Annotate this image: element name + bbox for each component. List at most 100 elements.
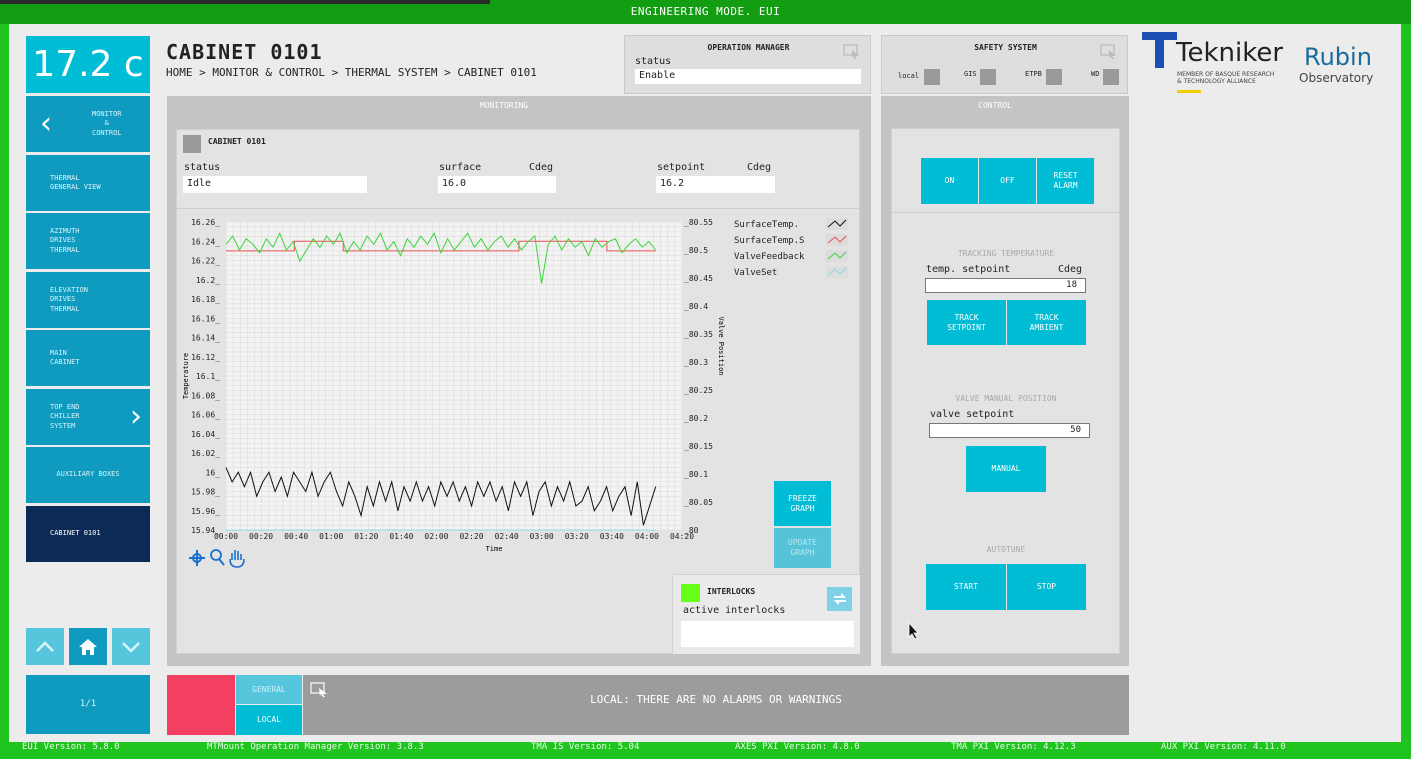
sidebar-item-top-end-chiller-system[interactable]: TOP END CHILLER SYSTEM › xyxy=(26,389,150,445)
sidebar-item-elevation-drives-thermal[interactable]: ELEVATION DRIVES THERMAL xyxy=(26,272,150,328)
surface-label: surface xyxy=(439,162,482,173)
refresh-interlocks-button[interactable] xyxy=(827,587,852,611)
eui-version: EUI Version: 5.8.0 xyxy=(22,742,120,752)
operation-manager-title: OPERATION MANAGER xyxy=(707,43,790,52)
y2-tick-label: _80.4 xyxy=(684,302,708,311)
tab-local[interactable]: LOCAL xyxy=(236,705,302,735)
tma-pxi-version: TMA PXI Version: 4.12.3 xyxy=(951,742,1076,752)
sidebar-item-azimuth-drives-thermal[interactable]: AZIMUTH DRIVES THERMAL xyxy=(26,213,150,269)
home-button[interactable] xyxy=(69,628,107,665)
cursor-select-icon[interactable] xyxy=(310,682,330,698)
temp-setpoint-input[interactable]: 18 xyxy=(925,278,1086,293)
sidebar-item-label: AUXILIARY BOXES xyxy=(56,470,120,479)
tekniker-accent xyxy=(1177,90,1201,93)
manual-button[interactable]: MANUAL xyxy=(966,446,1046,492)
y-tick-label: 16_ xyxy=(206,468,221,477)
cursor-select-icon[interactable] xyxy=(1100,44,1118,60)
axes-pxi-version: AXES PXI Version: 4.8.0 xyxy=(735,742,860,752)
track-setpoint-button[interactable]: TRACK SETPOINT xyxy=(927,300,1006,345)
y-axis-label: Temperature xyxy=(182,353,190,399)
local-indicator xyxy=(924,69,940,85)
interlocks-panel: INTERLOCKS active interlocks xyxy=(672,574,860,654)
x-tick-label: 00:40 xyxy=(284,532,308,541)
window-title: ENGINEERING MODE. EUI xyxy=(630,5,781,18)
status-field: Idle xyxy=(183,176,367,193)
page-down-button[interactable] xyxy=(112,628,150,665)
pan-hand-icon[interactable] xyxy=(229,550,245,568)
alarm-message-bar: LOCAL: THERE ARE NO ALARMS OR WARNINGS xyxy=(303,675,1129,735)
legend-swatch xyxy=(827,219,847,228)
legend-swatch xyxy=(827,235,847,244)
surface-unit: Cdeg xyxy=(529,162,554,173)
tekniker-subtitle: MEMBER OF BASQUE RESEARCH & TECHNOLOGY A… xyxy=(1177,71,1275,85)
track-ambient-button[interactable]: TRACK AMBIENT xyxy=(1007,300,1086,345)
temp-setpoint-unit: Cdeg xyxy=(1058,264,1083,275)
tekniker-wordmark: Tekniker xyxy=(1176,38,1284,68)
sidebar-item-monitor-control[interactable]: ‹ MONITOR & CONTROL xyxy=(26,96,150,152)
legend-label: ValveFeedback xyxy=(734,252,805,262)
page-title: CABINET 0101 xyxy=(166,40,323,64)
y-tick-label: 15.94_ xyxy=(191,526,220,535)
sidebar-item-thermal-general-view[interactable]: THERMAL GENERAL VIEW xyxy=(26,155,150,211)
off-button[interactable]: OFF xyxy=(979,158,1036,204)
thermal-chart[interactable]: 16.26_ 16.24_ 16.22_ 16.2_ 16.18_ 16.16_ 16.14… xyxy=(176,210,856,570)
x-tick-label: 03:40 xyxy=(600,532,624,541)
sidebar-item-cabinet-0101[interactable]: CABINET 0101 xyxy=(26,506,150,562)
legend-swatch-bg xyxy=(826,250,848,262)
wd-indicator xyxy=(1103,69,1119,85)
x-tick-label: 02:20 xyxy=(459,532,483,541)
y-tick-label: 16.26_ xyxy=(191,218,220,227)
chevron-down-icon xyxy=(122,641,140,653)
refresh-icon xyxy=(833,593,846,605)
tracking-temperature-title: TRACKING TEMPERATURE xyxy=(957,249,1055,258)
crosshair-icon[interactable] xyxy=(189,550,205,566)
surface-field: 16.0 xyxy=(438,176,556,193)
autotune-title: AUTOTUNE xyxy=(986,545,1026,554)
tab-general[interactable]: GENERAL xyxy=(236,675,302,704)
y-tick-label: 16.14_ xyxy=(191,334,220,343)
legend-label: SurfaceTemp. xyxy=(734,220,799,230)
safety-system-title: SAFETY SYSTEM xyxy=(974,43,1037,52)
temp-setpoint-label: temp. setpoint xyxy=(926,264,1011,275)
autotune-start-button[interactable]: START xyxy=(926,564,1006,610)
alarm-message: LOCAL: THERE ARE NO ALARMS OR WARNINGS xyxy=(590,693,842,706)
chevron-up-icon xyxy=(36,640,54,652)
control-title: CONTROL xyxy=(978,101,1012,110)
logos: Tekniker MEMBER OF BASQUE RESEARCH & TEC… xyxy=(1142,32,1392,94)
setpoint-field: 16.2 xyxy=(656,176,775,193)
autotune-stop-button[interactable]: STOP xyxy=(1007,564,1086,610)
status-label: status xyxy=(184,162,221,173)
x-tick-label: 02:40 xyxy=(495,532,519,541)
y-tick-label: 16.12_ xyxy=(191,353,220,362)
update-graph-button[interactable]: UPDATE GRAPH xyxy=(774,528,831,568)
page-indicator: 1/1 xyxy=(26,675,150,734)
x-tick-label: 01:40 xyxy=(389,532,413,541)
y-tick-label: 16.08_ xyxy=(191,391,220,400)
y2-tick-label: _80.1 xyxy=(684,470,708,479)
freeze-graph-button[interactable]: FREEZE GRAPH xyxy=(774,481,831,526)
on-button[interactable]: ON xyxy=(921,158,978,204)
local-indicator-label: local xyxy=(898,72,920,80)
valve-setpoint-input[interactable]: 50 xyxy=(929,423,1090,438)
rubin-subtitle: Observatory xyxy=(1299,71,1374,85)
legend-label: SurfaceTemp.S xyxy=(734,236,804,246)
y2-tick-label: _80.05 xyxy=(684,498,713,507)
sidebar-item-label: MAIN CABINET xyxy=(50,348,80,367)
sidebar-item-main-cabinet[interactable]: MAIN CABINET xyxy=(26,330,150,386)
setpoint-label: setpoint xyxy=(657,162,706,173)
series-line-valvefeedback xyxy=(225,231,657,284)
page-up-button[interactable] xyxy=(26,628,64,665)
interlock-status-indicator xyxy=(681,584,700,602)
zoom-icon[interactable] xyxy=(210,549,225,566)
status-label: status xyxy=(635,56,672,67)
cursor-select-icon[interactable] xyxy=(843,44,861,60)
x-tick-label: 03:00 xyxy=(530,532,554,541)
sidebar-item-label: ELEVATION DRIVES THERMAL xyxy=(50,285,88,313)
reset-alarm-button[interactable]: RESET ALARM xyxy=(1037,158,1094,204)
monitoring-content: CABINET 0101 status Idle surface Cdeg 16… xyxy=(176,129,860,654)
x-tick-label: 01:00 xyxy=(319,532,343,541)
sidebar-item-auxiliary-boxes[interactable]: AUXILIARY BOXES xyxy=(26,447,150,503)
y-tick-label: 16.04_ xyxy=(191,430,220,439)
y2-tick-label: _80.45 xyxy=(684,274,713,283)
chevron-right-icon: › xyxy=(130,399,142,435)
